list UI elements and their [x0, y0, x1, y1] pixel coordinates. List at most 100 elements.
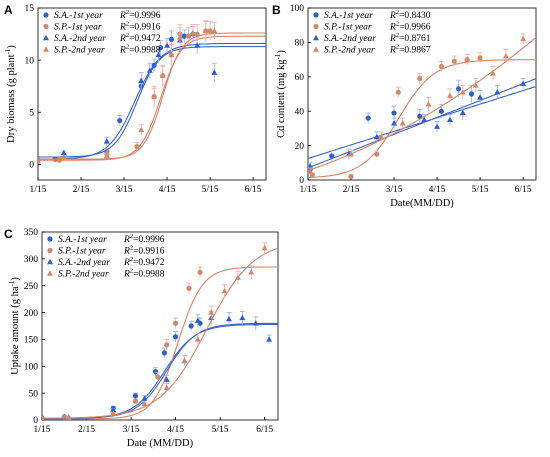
- panel-b-series-4-point: [446, 92, 453, 98]
- panel-c-plot-area: 0 50 100 150 200 250 300 350 1/15 2/15 3/15 4/15 5/1…: [8, 228, 279, 449]
- panel-b-series-3-point: [434, 123, 441, 129]
- panel-b-series-1-point: [391, 110, 397, 116]
- panel-a-series-3-point: [155, 51, 162, 58]
- panel-b-ylabel: Cd content (mg kg-1): [274, 50, 287, 138]
- panel-a-series-4-fit-line: [38, 32, 266, 160]
- panel-c-xtick-label: 2/15: [78, 425, 95, 435]
- panel-c-xtick-label: 3/15: [123, 425, 140, 435]
- panel-b-series-1-point: [365, 115, 371, 121]
- panel-b-legend-name: S.A.-1st year: [324, 11, 373, 21]
- panel-c-series-1-point: [172, 334, 179, 340]
- panel-b-ytick-label: 0: [299, 176, 304, 186]
- panel-b-legend-marker: [313, 12, 319, 18]
- panel-a-legend-marker: [43, 12, 49, 18]
- panel-c-ytick-label: 50: [29, 389, 39, 399]
- panel-c-ytick-label: 250: [24, 282, 39, 292]
- panel-b-series-3-point: [520, 80, 527, 86]
- panel-b-xtick-label: 4/15: [429, 185, 446, 195]
- panel-c-xtick-label: 6/15: [256, 425, 273, 435]
- panel-c-series-3-fit-line: [42, 322, 278, 419]
- panel-c-series-4-point: [221, 287, 228, 294]
- panel-b: B 0 20 40 60 80 100 1/15 2/15 3/15 4/15 5/15 6/15 Da…: [272, 3, 537, 209]
- panel-b-legend: S.A.-1st year R2=0.8430 S.P.-1st year R2=0.…: [313, 9, 431, 56]
- panel-c-series-2-point: [155, 374, 161, 380]
- panel-c-xtick-label: 1/15: [34, 425, 51, 435]
- panel-b-legend-r2: R2=0.9966: [389, 21, 431, 33]
- panel-a-frame: [37, 7, 267, 181]
- panel-a-series-4-point: [151, 93, 158, 99]
- panel-c-series-3-point: [252, 320, 259, 326]
- panel-b-series-1-point: [455, 86, 462, 92]
- panel-a: A 0 5 10 15 1/15 2/15 3/15 4/15 5/15 6/15 Dry biom…: [4, 3, 267, 195]
- panel-b-ytick-label: 20: [295, 142, 305, 152]
- panel-c-legend-marker: [47, 247, 53, 254]
- panel-b-series-2-point: [477, 55, 483, 61]
- panel-b-series-2-point: [395, 89, 401, 95]
- panel-b-ytick-label: 60: [295, 73, 305, 83]
- panel-b-xtick-label: 5/15: [472, 185, 489, 195]
- panel-a-xtick-label: 6/15: [245, 185, 262, 195]
- panel-b-series-4-point: [472, 82, 479, 88]
- panel-b-xtick-label: 1/15: [300, 185, 317, 195]
- panel-c-series-4-point: [208, 309, 215, 315]
- panel-b-legend-r2: R2=0.8430: [389, 9, 431, 21]
- panel-b-legend-name: S.A.-2nd year: [324, 34, 376, 44]
- panel-c-legend-name: S.A.-1st year: [58, 235, 107, 245]
- panel-a-legend-name: S.A.-2nd year: [54, 34, 106, 44]
- panel-c-series-3-point: [141, 395, 148, 401]
- panel-b-series-3-point: [391, 120, 398, 126]
- panel-a-legend-marker: [43, 34, 49, 41]
- panel-c-frame: [41, 231, 279, 421]
- panel-b-series-4-point: [502, 52, 509, 59]
- panel-letter-c: C: [4, 227, 13, 241]
- panel-a-series-3-point: [146, 67, 153, 73]
- panel-c-legend-r2: R2=0.9916: [123, 245, 165, 257]
- panel-b-series-3-point: [421, 116, 428, 122]
- panel-a-legend: S.A.-1st year R2=0.9996 S.P.-1st year R2=0.…: [43, 9, 161, 56]
- panel-b-series-2-point: [451, 58, 457, 64]
- panel-b-series-1-point: [468, 91, 475, 97]
- panel-a-series-4-point: [189, 29, 196, 36]
- panel-b-series-2-point: [348, 173, 354, 180]
- panel-a-legend-marker: [43, 46, 49, 52]
- panel-b-plot-area: 0 20 40 60 80 100 1/15 2/15 3/15 4/15 5/15 6/15 Date…: [274, 4, 537, 209]
- panel-c-legend-marker: [47, 258, 53, 265]
- panel-a-series-3-point: [211, 69, 218, 75]
- panel-c-ylabel: Uptake amount (g ha-1): [8, 277, 21, 375]
- panel-a-series-4-point: [60, 153, 67, 160]
- panel-c-series-3-point: [226, 315, 233, 322]
- panel-a-series-1-point: [168, 36, 174, 42]
- panel-a-series-3-point: [164, 42, 171, 48]
- panel-c-ytick-label: 350: [24, 228, 39, 238]
- panel-c-series-layer: [42, 242, 278, 420]
- panel-c-series-2-point: [186, 285, 192, 291]
- panel-b-legend-marker: [313, 46, 319, 52]
- panel-b-series-3-point: [494, 89, 501, 95]
- panel-a-series-4-point: [176, 33, 183, 40]
- panel-b-series-3-point: [373, 133, 380, 140]
- panel-c-legend-r2: R2=0.9988: [123, 268, 165, 280]
- panel-c-series-4-point: [234, 274, 241, 280]
- panel-c-ytick-label: 300: [24, 255, 39, 265]
- panel-b-series-4-point: [308, 168, 314, 174]
- panel-c-series-2-fit-line: [42, 266, 278, 420]
- panel-c-series-4-point: [141, 400, 148, 407]
- panel-b-series-3-point: [446, 116, 453, 122]
- panel-b-ytick-label: 100: [290, 4, 305, 14]
- panel-c-ytick-label: 200: [24, 309, 39, 319]
- panel-b-series-3-point: [459, 109, 466, 116]
- panel-b-legend-r2: R2=0.9867: [389, 44, 431, 56]
- panel-b-series-3-point: [477, 94, 484, 100]
- panel-b-xtick-label: 2/15: [343, 185, 360, 195]
- panel-a-xtick-label: 2/15: [73, 185, 90, 195]
- panel-c-series-2-point: [197, 269, 203, 275]
- panel-c: C 0 50 100 150 200 250 300 350 1/15 2/15 3/15 4/15 5…: [4, 227, 279, 449]
- panel-a-series-1-point: [181, 33, 187, 39]
- panel-a-series-4-point: [202, 27, 209, 34]
- panel-c-legend-name: S.A.-2nd year: [58, 258, 110, 268]
- panel-a-series-layer: [38, 20, 266, 164]
- panel-a-plot-area: 0 5 10 15 1/15 2/15 3/15 4/15 5/15 6/15 Dry biomas…: [4, 4, 267, 195]
- panel-b-series-4-point: [520, 35, 527, 42]
- panel-c-series-2-point: [164, 342, 170, 348]
- panel-b-series-2-fit-line: [308, 59, 536, 179]
